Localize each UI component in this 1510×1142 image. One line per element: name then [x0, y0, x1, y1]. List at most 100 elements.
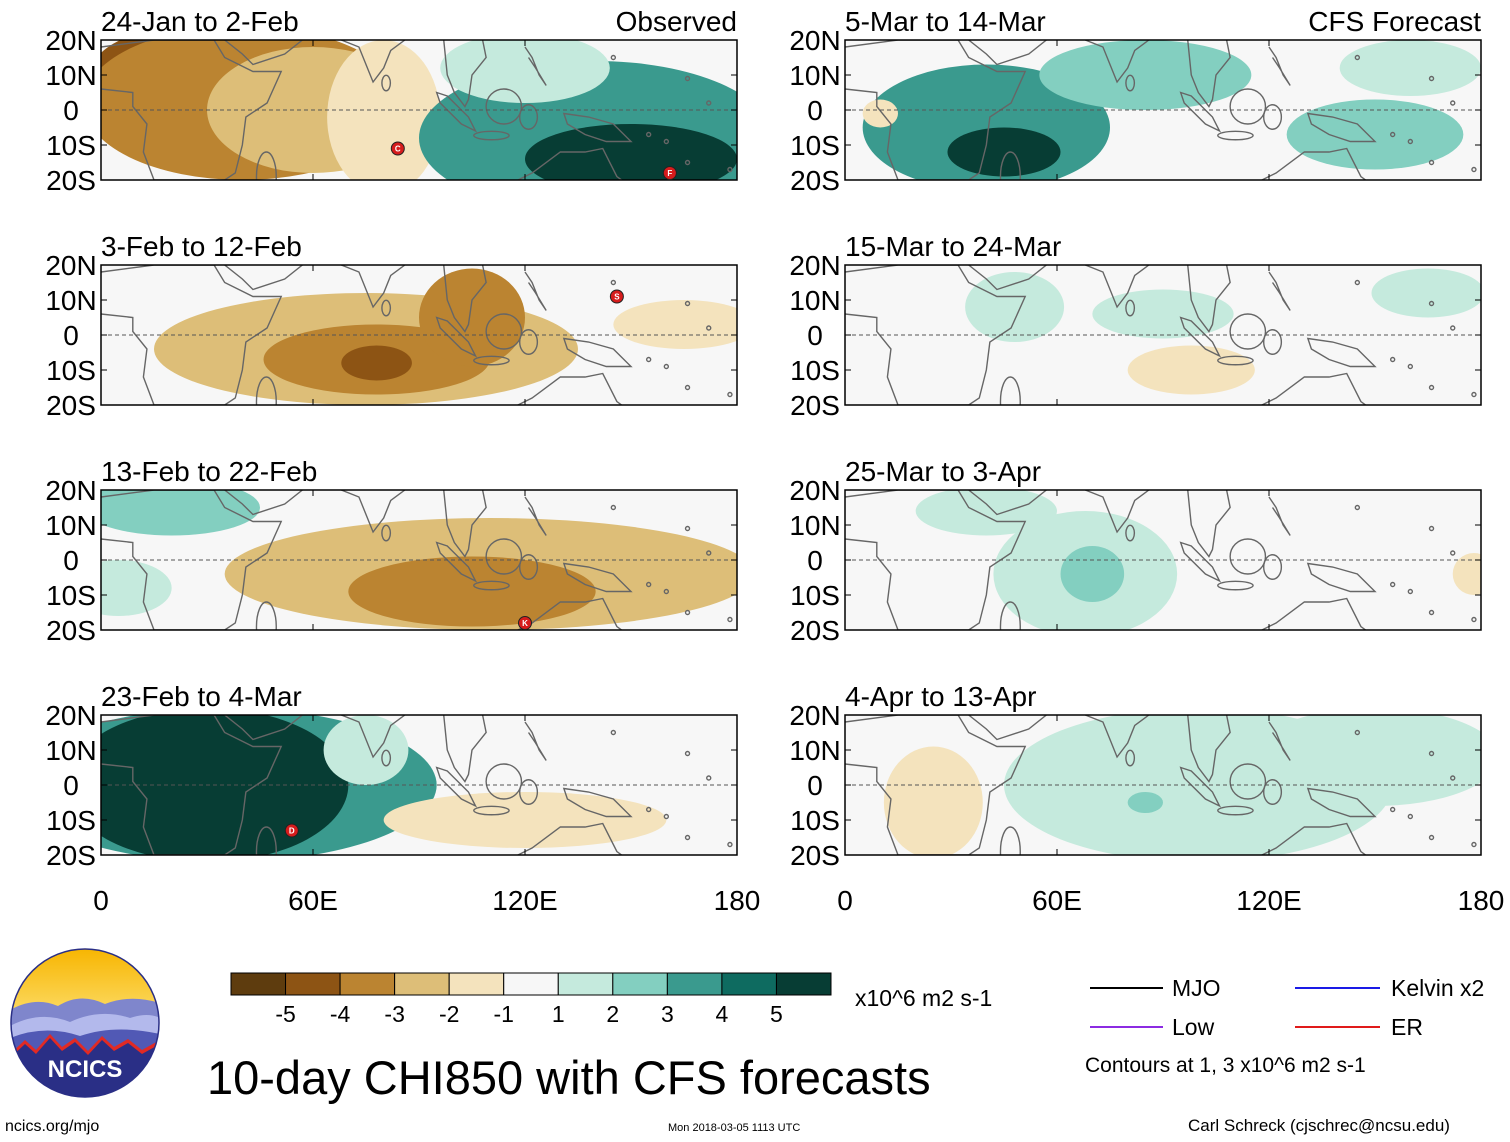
- island-outline: [645, 581, 652, 588]
- madagascar-outline: [999, 376, 1021, 405]
- island-outline: [645, 356, 652, 363]
- arabia-outline: [224, 40, 303, 66]
- storm-label: F: [667, 169, 672, 178]
- coastlines: [101, 40, 733, 180]
- madagascar-outline: [255, 376, 277, 405]
- anomaly-blob: [1339, 40, 1481, 96]
- seasia-outline: [1187, 490, 1231, 558]
- island-outline: [727, 616, 733, 623]
- island-outline: [1407, 363, 1414, 370]
- y-tick-label: 20S: [46, 165, 96, 196]
- map-panel: 20N 10N 0 10S 20S 24-Jan to 2-Feb Observed C F: [45, 6, 738, 196]
- madagascar-outline: [255, 151, 277, 180]
- y-tick-label: 20S: [46, 840, 96, 871]
- coastlines: [845, 490, 1477, 630]
- island-outline: [1389, 131, 1396, 138]
- colorbar-label: -2: [439, 1001, 459, 1027]
- australia-outline: [516, 147, 623, 180]
- colorbar-label: -3: [384, 1001, 404, 1027]
- y-tick-label: 20N: [789, 25, 840, 56]
- x-tick-label: 180: [714, 885, 761, 916]
- madagascar-outline: [999, 826, 1021, 855]
- y-tick-label: 10S: [46, 805, 96, 836]
- storm-symbol: [518, 616, 532, 630]
- storm-label: D: [289, 827, 295, 836]
- footer-author: Carl Schreck (cjschrec@ncsu.edu): [1188, 1116, 1450, 1135]
- coastlines: [845, 40, 1477, 180]
- island-outline: [663, 138, 670, 145]
- sulawesi-outline: [519, 329, 539, 355]
- madagascar-outline: [255, 601, 277, 630]
- anomaly-blob: [947, 127, 1061, 177]
- island-outline: [727, 391, 733, 398]
- sumatra-outline: [1179, 91, 1222, 133]
- colorbar-swatch: [612, 972, 668, 996]
- island-outline: [1354, 729, 1361, 736]
- footer-timestamp: Mon 2018-03-05 1113 UTC: [668, 1122, 801, 1134]
- storm-marker: F: [662, 166, 677, 180]
- anomaly-blob: [348, 556, 596, 627]
- anomaly-blob: [1251, 715, 1481, 806]
- y-tick-label: 20S: [46, 615, 96, 646]
- arabia-outline: [968, 265, 1047, 291]
- panel-title: 24-Jan to 2-Feb: [101, 6, 299, 37]
- island-outline: [1471, 166, 1477, 173]
- sumatra-outline: [435, 541, 478, 583]
- x-tick-label: 60E: [288, 885, 338, 916]
- seasia-outline: [1187, 715, 1231, 783]
- anomaly-blob: [915, 490, 1057, 536]
- anomaly-blob: [613, 300, 737, 349]
- borneo-outline: [485, 538, 523, 575]
- island-outline: [684, 384, 691, 391]
- africa-outline: [845, 40, 1027, 180]
- australia-outline: [516, 822, 623, 855]
- y-tick-label: 10N: [45, 510, 96, 541]
- island-outline: [706, 775, 712, 781]
- column-header: Observed: [616, 6, 737, 37]
- philippines-outline: [1268, 496, 1291, 536]
- new-guinea-outline: [562, 337, 633, 368]
- y-tick-label: 20N: [789, 700, 840, 731]
- africa-outline: [845, 715, 1027, 855]
- anomaly-blob: [862, 99, 898, 128]
- africa-outline: [101, 265, 283, 405]
- philippines-outline: [1268, 721, 1291, 761]
- new-guinea-outline: [1306, 787, 1377, 818]
- island-outline: [645, 806, 652, 813]
- java-outline: [473, 805, 510, 816]
- y-tick-label: 10S: [46, 130, 96, 161]
- island-outline: [684, 525, 691, 532]
- java-outline: [1217, 130, 1254, 141]
- storm-label: C: [395, 145, 401, 154]
- colorbar-units: x10^6 m2 s-1: [855, 985, 993, 1011]
- java-outline: [1217, 580, 1254, 591]
- java-outline: [473, 580, 510, 591]
- africa-outline: [845, 265, 1027, 405]
- map-panel: 20N 10N 0 10S 20S 3-Feb to 12-Feb S: [45, 231, 738, 421]
- island-outline: [727, 166, 733, 173]
- island-outline: [1450, 325, 1456, 331]
- anomaly-fill: [101, 490, 737, 630]
- seasia-outline: [1187, 265, 1231, 333]
- anomaly-blob: [1371, 268, 1481, 318]
- storm-marker: C: [390, 141, 405, 156]
- philippines-outline: [524, 496, 547, 536]
- storm-label: S: [614, 293, 620, 302]
- sulawesi-outline: [1262, 104, 1283, 130]
- island-outline: [1354, 54, 1361, 61]
- island-outline: [1389, 356, 1396, 363]
- island-outline: [684, 834, 691, 841]
- borneo-outline: [1229, 763, 1267, 800]
- island-outline: [684, 750, 691, 757]
- philippines-outline: [524, 46, 547, 86]
- sumatra-outline: [1179, 766, 1222, 808]
- footer-url: ncics.org/mjo: [5, 1118, 100, 1135]
- new-guinea-outline: [562, 562, 633, 593]
- panel-title: 5-Mar to 14-Mar: [845, 6, 1046, 37]
- island-outline: [1450, 550, 1456, 556]
- storm-label: K: [522, 619, 528, 628]
- island-outline: [645, 131, 652, 138]
- legend-low-label: Low: [1172, 1014, 1215, 1040]
- colorbar-swatch: [394, 972, 450, 996]
